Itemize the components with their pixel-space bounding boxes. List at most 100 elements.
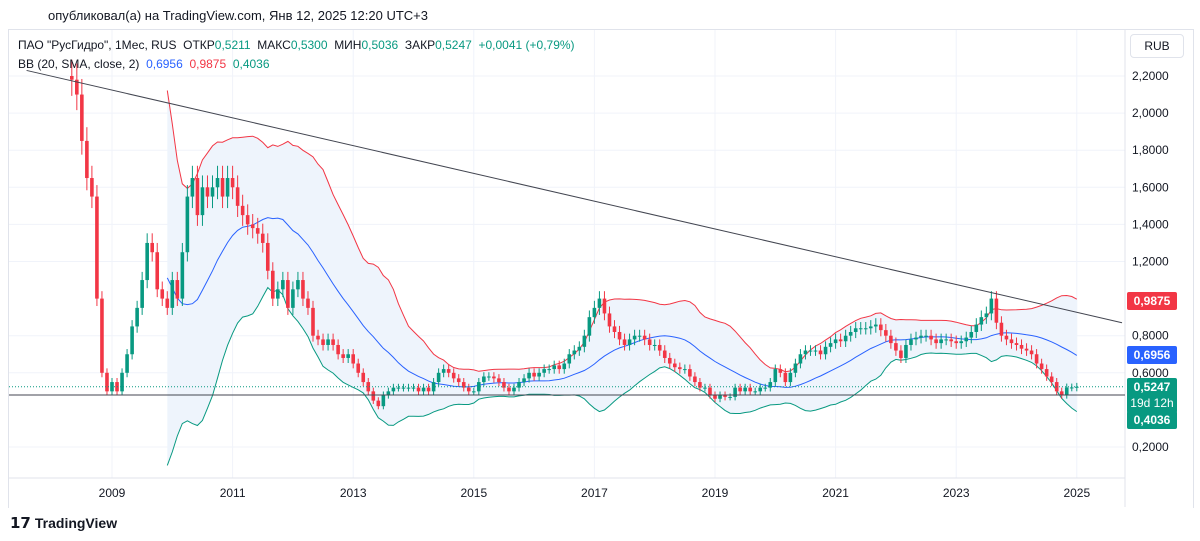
candle-body <box>889 335 893 344</box>
candle-body <box>1039 363 1044 370</box>
candle-body <box>461 382 466 388</box>
candle-body <box>120 372 124 392</box>
candle-body <box>472 391 476 393</box>
candle-body <box>1069 387 1074 389</box>
candle-body <box>969 331 974 338</box>
candle-body <box>487 376 491 378</box>
bb-basis-value: 0,6956 <box>146 57 183 71</box>
candle-body <box>582 335 587 347</box>
candle-body <box>738 387 742 392</box>
y-tick-label: 1,2000 <box>1132 255 1169 269</box>
candle-body <box>180 252 185 299</box>
candle-body <box>798 354 803 364</box>
candle-body <box>301 280 305 299</box>
candle-body <box>1004 335 1009 340</box>
candle-body <box>562 363 567 370</box>
candle-body <box>451 372 456 379</box>
candle-body <box>1029 350 1034 355</box>
close-value: 0,5247 <box>435 38 472 52</box>
candle-body <box>316 335 320 340</box>
candle-body <box>411 387 416 389</box>
candle-body <box>828 343 833 347</box>
currency-button[interactable]: RUB <box>1130 34 1184 58</box>
candle-body <box>477 382 481 392</box>
candle-body <box>773 369 778 383</box>
candle-body <box>597 298 602 308</box>
bb-lower-value: 0,4036 <box>232 57 270 71</box>
candle-body <box>884 330 888 336</box>
candle-body <box>336 344 340 355</box>
candle-body <box>446 369 451 373</box>
candle-body <box>311 307 315 336</box>
candle-body <box>577 346 582 351</box>
y-tick-label: 1,4000 <box>1132 217 1169 231</box>
candle-body <box>758 387 763 392</box>
chart-frame <box>8 29 1194 508</box>
candle-body <box>848 331 853 336</box>
candle-body <box>321 339 325 345</box>
candle-body <box>356 363 361 373</box>
low-label: МИН <box>334 38 362 52</box>
candle-body <box>778 369 783 373</box>
tradingview-logo[interactable]: 𝟭𝟳 TradingView <box>10 514 117 532</box>
candle-body <box>964 337 969 342</box>
brand-name: TradingView <box>34 515 118 531</box>
candle-body <box>341 354 345 358</box>
candle-body <box>1024 348 1029 351</box>
candle-body <box>813 350 818 352</box>
candle-body <box>959 341 964 344</box>
candle-body <box>125 354 129 373</box>
bar-countdown: 19d 12h <box>1130 396 1174 410</box>
candle-body <box>537 372 541 377</box>
candle-body <box>416 387 421 392</box>
tv-logo-icon: 𝟭𝟳 <box>10 515 31 532</box>
y-tick-label: 0,2000 <box>1132 440 1169 454</box>
candle-body <box>1075 386 1079 388</box>
candle-body <box>858 328 863 330</box>
candle-body <box>85 140 89 179</box>
candle-body <box>939 339 943 344</box>
x-tick-label: 2021 <box>822 486 849 500</box>
candle-body <box>979 317 984 325</box>
candle-body <box>733 387 737 397</box>
candle-body <box>1019 344 1024 349</box>
candle-body <box>843 335 848 342</box>
candle-body <box>1014 343 1019 345</box>
candle-body <box>532 372 536 377</box>
candle-body <box>904 344 908 358</box>
trendline <box>26 69 1123 324</box>
x-tick-label: 2015 <box>460 486 487 500</box>
candle-body <box>507 387 511 392</box>
high-value: 0,5300 <box>290 38 328 52</box>
candle-body <box>894 343 898 351</box>
candle-body <box>512 387 516 392</box>
candle-body <box>361 372 366 383</box>
candle-body <box>954 341 958 344</box>
candle-body <box>542 369 546 373</box>
legend: ПАО "РусГидро", 1Мес, RUS ОТКР0,5211 МАК… <box>18 36 575 74</box>
candle-body <box>276 289 280 299</box>
candle-body <box>567 354 572 364</box>
candle-body <box>376 400 381 407</box>
candle-body <box>823 346 828 355</box>
y-tick-label: 0,6000 <box>1132 366 1169 380</box>
candle-body <box>838 339 843 342</box>
candle-body <box>75 79 79 95</box>
candle-body <box>999 322 1004 336</box>
candle-body <box>713 395 717 399</box>
candle-body <box>642 335 647 340</box>
candle-body <box>140 280 144 308</box>
candle-body <box>1044 369 1049 377</box>
symbol-label: ПАО "РусГидро", 1Мес, RUS <box>18 38 177 52</box>
candle-body <box>592 307 597 318</box>
candle-body <box>371 391 376 401</box>
close-label: ЗАКР <box>404 38 436 52</box>
candle-body <box>70 76 74 80</box>
candle-body <box>205 187 210 197</box>
candle-body <box>652 344 657 346</box>
candle-body <box>602 298 607 314</box>
y-tick-label: 1,8000 <box>1132 143 1169 157</box>
candle-body <box>693 376 697 383</box>
candle-body <box>235 187 240 206</box>
